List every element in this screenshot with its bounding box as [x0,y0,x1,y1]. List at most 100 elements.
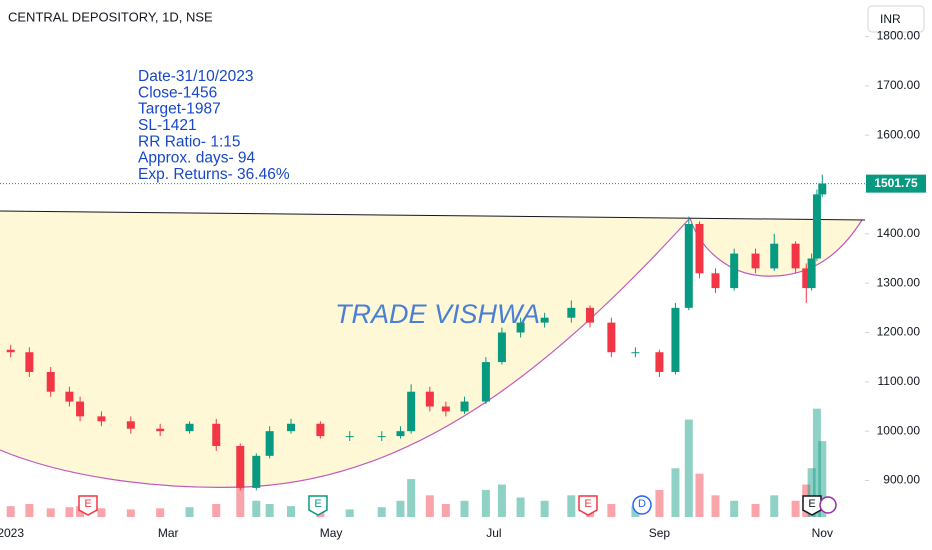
candle-body [236,445,245,488]
candle-body [156,428,165,432]
y-tick-label: 1300.00 [877,275,921,289]
candle-body [540,317,549,323]
volume-bar [156,508,165,517]
candle-body [65,391,74,402]
candle-body [377,436,386,438]
candle-body [126,421,135,429]
event-marker [802,495,822,516]
event-marker [632,495,652,515]
volume-bar [396,500,405,517]
candle-body [76,401,85,417]
cup-curve [0,217,691,488]
volume-bar [425,495,434,517]
candle-body [770,243,779,269]
candle-body [46,371,55,392]
handle-curve [689,217,863,277]
candle-body [460,401,469,412]
volume-bar [460,500,469,517]
volume-bar [516,497,525,517]
candle-body [655,352,664,372]
candle-body [818,183,827,195]
x-tick-label: 2023 [0,526,24,540]
volume-bar [481,489,490,517]
volume-bar [807,468,816,517]
annotation: RR Ratio- 1:15 [138,133,241,150]
event-marker [578,495,598,516]
y-tick-label: 1200.00 [877,325,921,339]
x-tick-label: Jul [486,526,501,540]
candle-body [812,194,821,259]
candle-body [396,431,405,437]
candle-body [481,362,490,402]
candle-body [441,406,450,412]
watermark: TRADE VISHWA [335,299,540,329]
candle-body [425,391,434,407]
annotation: Exp. Returns- 36.46% [138,166,290,183]
volume-bar [684,419,693,517]
volume-bar [695,473,704,517]
annotation: Approx. days- 94 [138,150,256,167]
event-label: E [584,498,591,510]
volume-bar [65,507,74,517]
volume-bar [252,500,261,517]
candle-body [316,423,325,437]
annotation: Date-31/10/2023 [138,68,253,85]
y-tick-label: 1800.00 [877,29,921,43]
candle-body [791,243,800,269]
candle-body [212,423,221,446]
annotation: Target-1987 [138,101,221,118]
y-tick-label: 1400.00 [877,226,921,240]
volume-bar [711,495,720,517]
annotation: Close-1456 [138,84,217,101]
volume-bar [791,500,800,517]
last-price-label: 1501.75 [874,176,918,190]
candle-body [631,352,640,354]
volume-bar [97,508,106,517]
volume-bar [607,504,616,517]
volume-bar [441,504,450,517]
candle-body [807,258,816,289]
volume-bar [770,495,779,517]
candle-body [185,423,194,432]
volume-bar [751,504,760,517]
volume-bar [76,506,85,517]
volume-bar [377,507,386,517]
volume-bar [567,495,576,517]
volume-bar [185,507,194,517]
candle-body [684,223,693,308]
currency[interactable]: INR [880,12,901,26]
candle-body [730,253,739,289]
volume-bar [407,479,416,517]
candle-body [345,436,354,438]
volume-bar [46,508,55,517]
chart-title: CENTRAL DEPOSITORY, 1D, NSE [8,9,213,24]
candle-body [751,253,760,269]
volume-bar [236,484,245,517]
event-label: E [314,498,321,510]
currency-box[interactable] [867,5,925,33]
volume-bar [540,500,549,517]
candle-body [567,307,576,318]
x-tick-label: Mar [158,526,179,540]
y-tick-label: 1000.00 [877,423,921,437]
candle-body [265,431,274,456]
resistance-line [0,210,866,221]
volume-bar [655,489,664,517]
event-marker [308,495,328,516]
volume-bar [818,441,827,517]
candle-body [497,332,506,363]
candle-body [407,391,416,432]
y-tick-label: 1600.00 [877,127,921,141]
event-marker [819,496,837,514]
volume-bar [345,509,354,517]
volume-bar [497,484,506,517]
candle-body [25,352,34,372]
candle-body [6,349,15,353]
y-tick-label: 900.00 [883,473,920,487]
volume-bar [25,504,34,517]
volume-bar [287,506,296,517]
volume-bar [730,500,739,517]
candle-body [97,416,106,422]
volume-bar [265,504,274,517]
